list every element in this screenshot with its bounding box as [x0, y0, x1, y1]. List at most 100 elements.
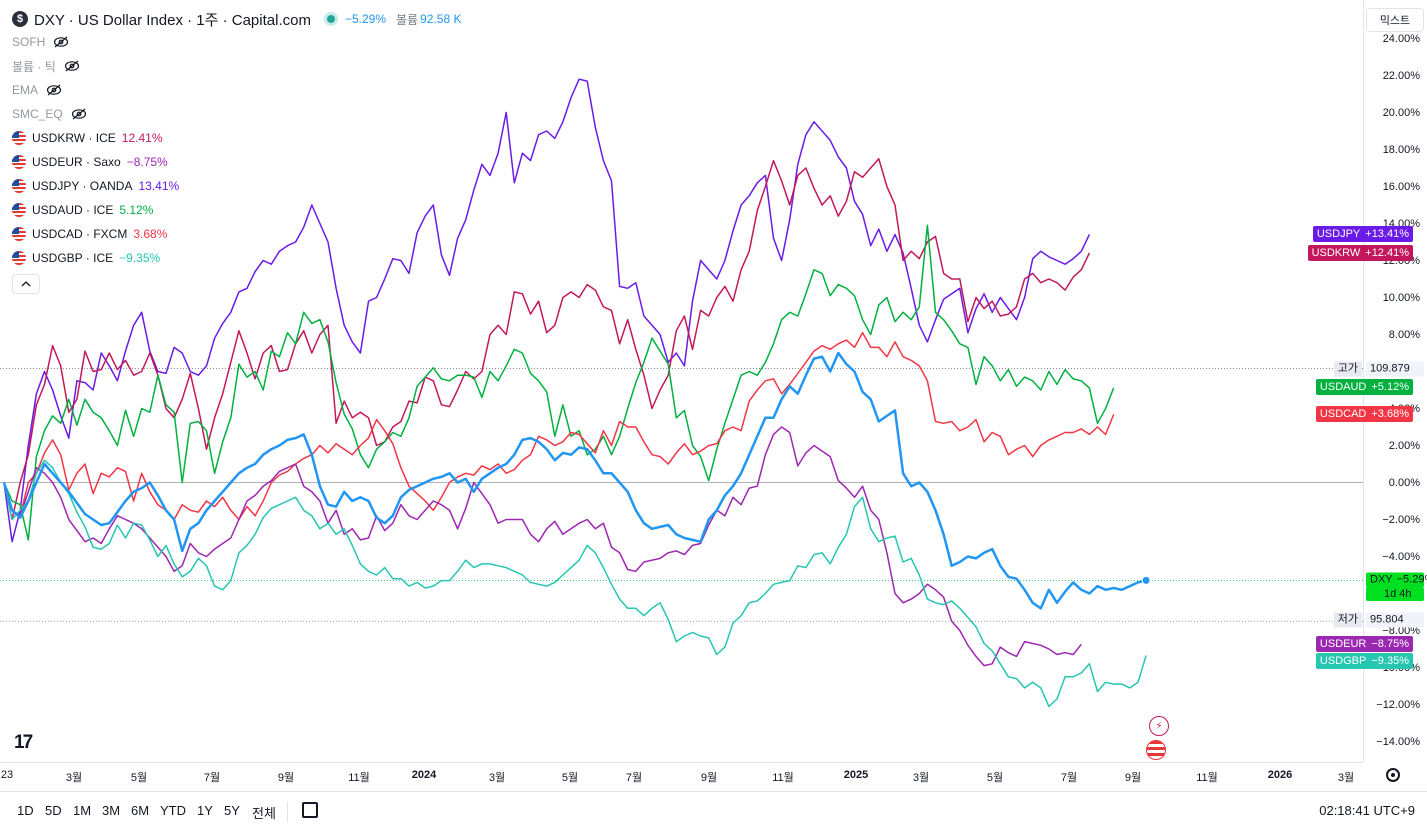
dxy-last-point[interactable] [1141, 575, 1151, 585]
comparison-value: −9.35% [119, 251, 161, 265]
timeframe-button[interactable]: 6M [131, 803, 150, 818]
series-tag-value: +12.41% [1365, 247, 1409, 259]
symbol-change: −5.29% [344, 12, 386, 26]
timeframe-button[interactable]: 1Y [197, 803, 213, 818]
series-line-usdjpy[interactable] [3, 78, 1091, 543]
date-range-icon[interactable] [302, 802, 318, 818]
series-line-usdgbp[interactable] [3, 459, 1147, 708]
timeframe-button[interactable]: 3M [102, 803, 121, 818]
timeframe-button[interactable]: 5D [45, 803, 62, 818]
comparison-label: USDCAD · FXCM [32, 227, 128, 241]
y-tick-label: 20.00% [1382, 106, 1420, 119]
timeframe-button[interactable]: 1M [73, 803, 92, 818]
y-tick-label: −12.00% [1376, 698, 1420, 711]
series-tag-value: −9.35% [1371, 655, 1409, 667]
series-tag-name: USDCAD [1319, 408, 1367, 420]
series-tag-value: +5.12% [1371, 381, 1409, 393]
comparison-value: −8.75% [126, 155, 168, 169]
time-axis[interactable]: 23 3월 5월 7월 9월 11월 2024 3월 5월 7월 9월 11월 2025 3월 5월 7월 9월… [0, 762, 1363, 791]
series-line-usdeur[interactable] [3, 426, 1082, 667]
series-tag-name: USDKRW [1311, 247, 1361, 259]
x-tick-label: 5월 [561, 772, 579, 784]
us-flag-icon [12, 131, 26, 145]
series-tag-usdcad[interactable]: USDCAD +3.68% [1315, 406, 1413, 422]
volume-value: 92.58 K [420, 12, 462, 26]
tradingview-logo-icon[interactable]: 17 [14, 732, 33, 753]
low-price-value: 95.804 [1366, 612, 1424, 628]
low-price-label: 저가 [1333, 612, 1362, 628]
dxy-price-flag: DXY−5.29% [1366, 572, 1427, 588]
x-tick-label: 2026 [1267, 769, 1293, 781]
event-flash-icon[interactable]: ⚡ [1149, 716, 1169, 736]
eye-off-icon[interactable] [71, 108, 87, 120]
us-flag-icon [12, 227, 26, 241]
us-economic-event-icon[interactable] [1146, 740, 1166, 760]
series-line-dxy[interactable] [2, 351, 1147, 610]
collapse-legend-button[interactable] [12, 274, 40, 294]
chevron-up-icon [21, 281, 31, 287]
comparison-label: USDJPY · OANDA [32, 179, 133, 193]
x-tick-label: 7월 [1060, 772, 1078, 784]
chart-plot-area[interactable] [0, 0, 1363, 762]
x-tick-label: 3월 [912, 772, 930, 784]
comparison-label: USDEUR · Saxo [32, 155, 121, 169]
bar-countdown: 1d 4h [1366, 587, 1424, 601]
indicator-row[interactable]: 볼륨 · 틱 [12, 54, 461, 78]
settings-gear-icon[interactable] [1386, 768, 1400, 782]
indicator-row[interactable]: SOFH [12, 30, 461, 54]
series-tag-name: USDAUD [1319, 381, 1367, 393]
series-tag-usdkrw[interactable]: USDKRW +12.41% [1307, 245, 1413, 261]
comparison-row[interactable]: USDAUD · ICE 5.12% [12, 198, 461, 222]
comparison-row[interactable]: USDEUR · Saxo −8.75% [12, 150, 461, 174]
scale-mode-button[interactable]: 믹스트 [1366, 8, 1424, 32]
eye-off-icon[interactable] [64, 60, 80, 72]
us-flag-icon [12, 251, 26, 265]
indicator-row[interactable]: SMC_EQ [12, 102, 461, 126]
comparison-row[interactable]: USDGBP · ICE −9.35% [12, 246, 461, 270]
indicator-name: SOFH [12, 35, 46, 49]
series-tag-name: USDGBP [1319, 655, 1367, 667]
y-tick-label: 22.00% [1382, 69, 1420, 82]
eye-off-icon[interactable] [46, 84, 62, 96]
timeframe-button[interactable]: 전체 [252, 806, 276, 821]
x-tick-label: 5월 [986, 772, 1004, 784]
market-status-icon [326, 15, 335, 23]
comparison-label: USDGBP · ICE [32, 251, 114, 265]
eye-off-icon[interactable] [53, 36, 69, 48]
series-line-usdcad[interactable] [3, 331, 1115, 521]
series-tag-usdaud[interactable]: USDAUD +5.12% [1315, 379, 1413, 395]
series-tag-name: USDEUR [1319, 638, 1367, 650]
high-price-value: 109.879 [1366, 361, 1424, 377]
y-tick-label: −8.00% [1382, 624, 1420, 637]
us-flag-icon [12, 155, 26, 169]
symbol-title-row[interactable]: $ DXY · US Dollar Index · 1주 · Capital.c… [12, 8, 461, 30]
timeframe-button[interactable]: YTD [160, 803, 186, 818]
comparison-row[interactable]: USDJPY · OANDA 13.41% [12, 174, 461, 198]
x-tick-label: 23 [0, 769, 14, 781]
timeframe-button[interactable]: 5Y [224, 803, 240, 818]
volume-label: 볼륨 [396, 12, 419, 27]
timeframe-button[interactable]: 1D [17, 803, 34, 818]
comparison-row[interactable]: USDKRW · ICE 12.41% [12, 126, 461, 150]
x-tick-label: 11월 [348, 772, 370, 784]
y-tick-label: 2.00% [1388, 439, 1420, 452]
dxy-flag-name: DXY [1370, 573, 1393, 586]
y-tick-label: 8.00% [1388, 328, 1420, 341]
series-line-usdkrw[interactable] [3, 158, 1091, 521]
series-tag-usdgbp[interactable]: USDGBP −9.35% [1315, 653, 1413, 669]
series-tag-value: +3.68% [1371, 408, 1409, 420]
comparison-row[interactable]: USDCAD · FXCM 3.68% [12, 222, 461, 246]
x-tick-label: 9월 [277, 772, 295, 784]
high-price-label: 고가 [1333, 361, 1362, 377]
indicator-row[interactable]: EMA [12, 78, 461, 102]
y-tick-label: 16.00% [1382, 180, 1420, 193]
clock-timezone[interactable]: 02:18:41 UTC+9 [1319, 803, 1415, 818]
x-tick-label: 9월 [1124, 772, 1142, 784]
series-tag-usdjpy[interactable]: USDJPY +13.41% [1312, 226, 1413, 242]
x-tick-label: 2025 [843, 769, 869, 781]
comparison-label: USDAUD · ICE [32, 203, 114, 217]
series-tag-usdeur[interactable]: USDEUR −8.75% [1315, 636, 1413, 652]
us-flag-icon [12, 179, 26, 193]
symbol-title[interactable]: DXY · US Dollar Index · 1주 · Capital.com [34, 11, 311, 29]
series-line-usdaud[interactable] [3, 224, 1115, 541]
